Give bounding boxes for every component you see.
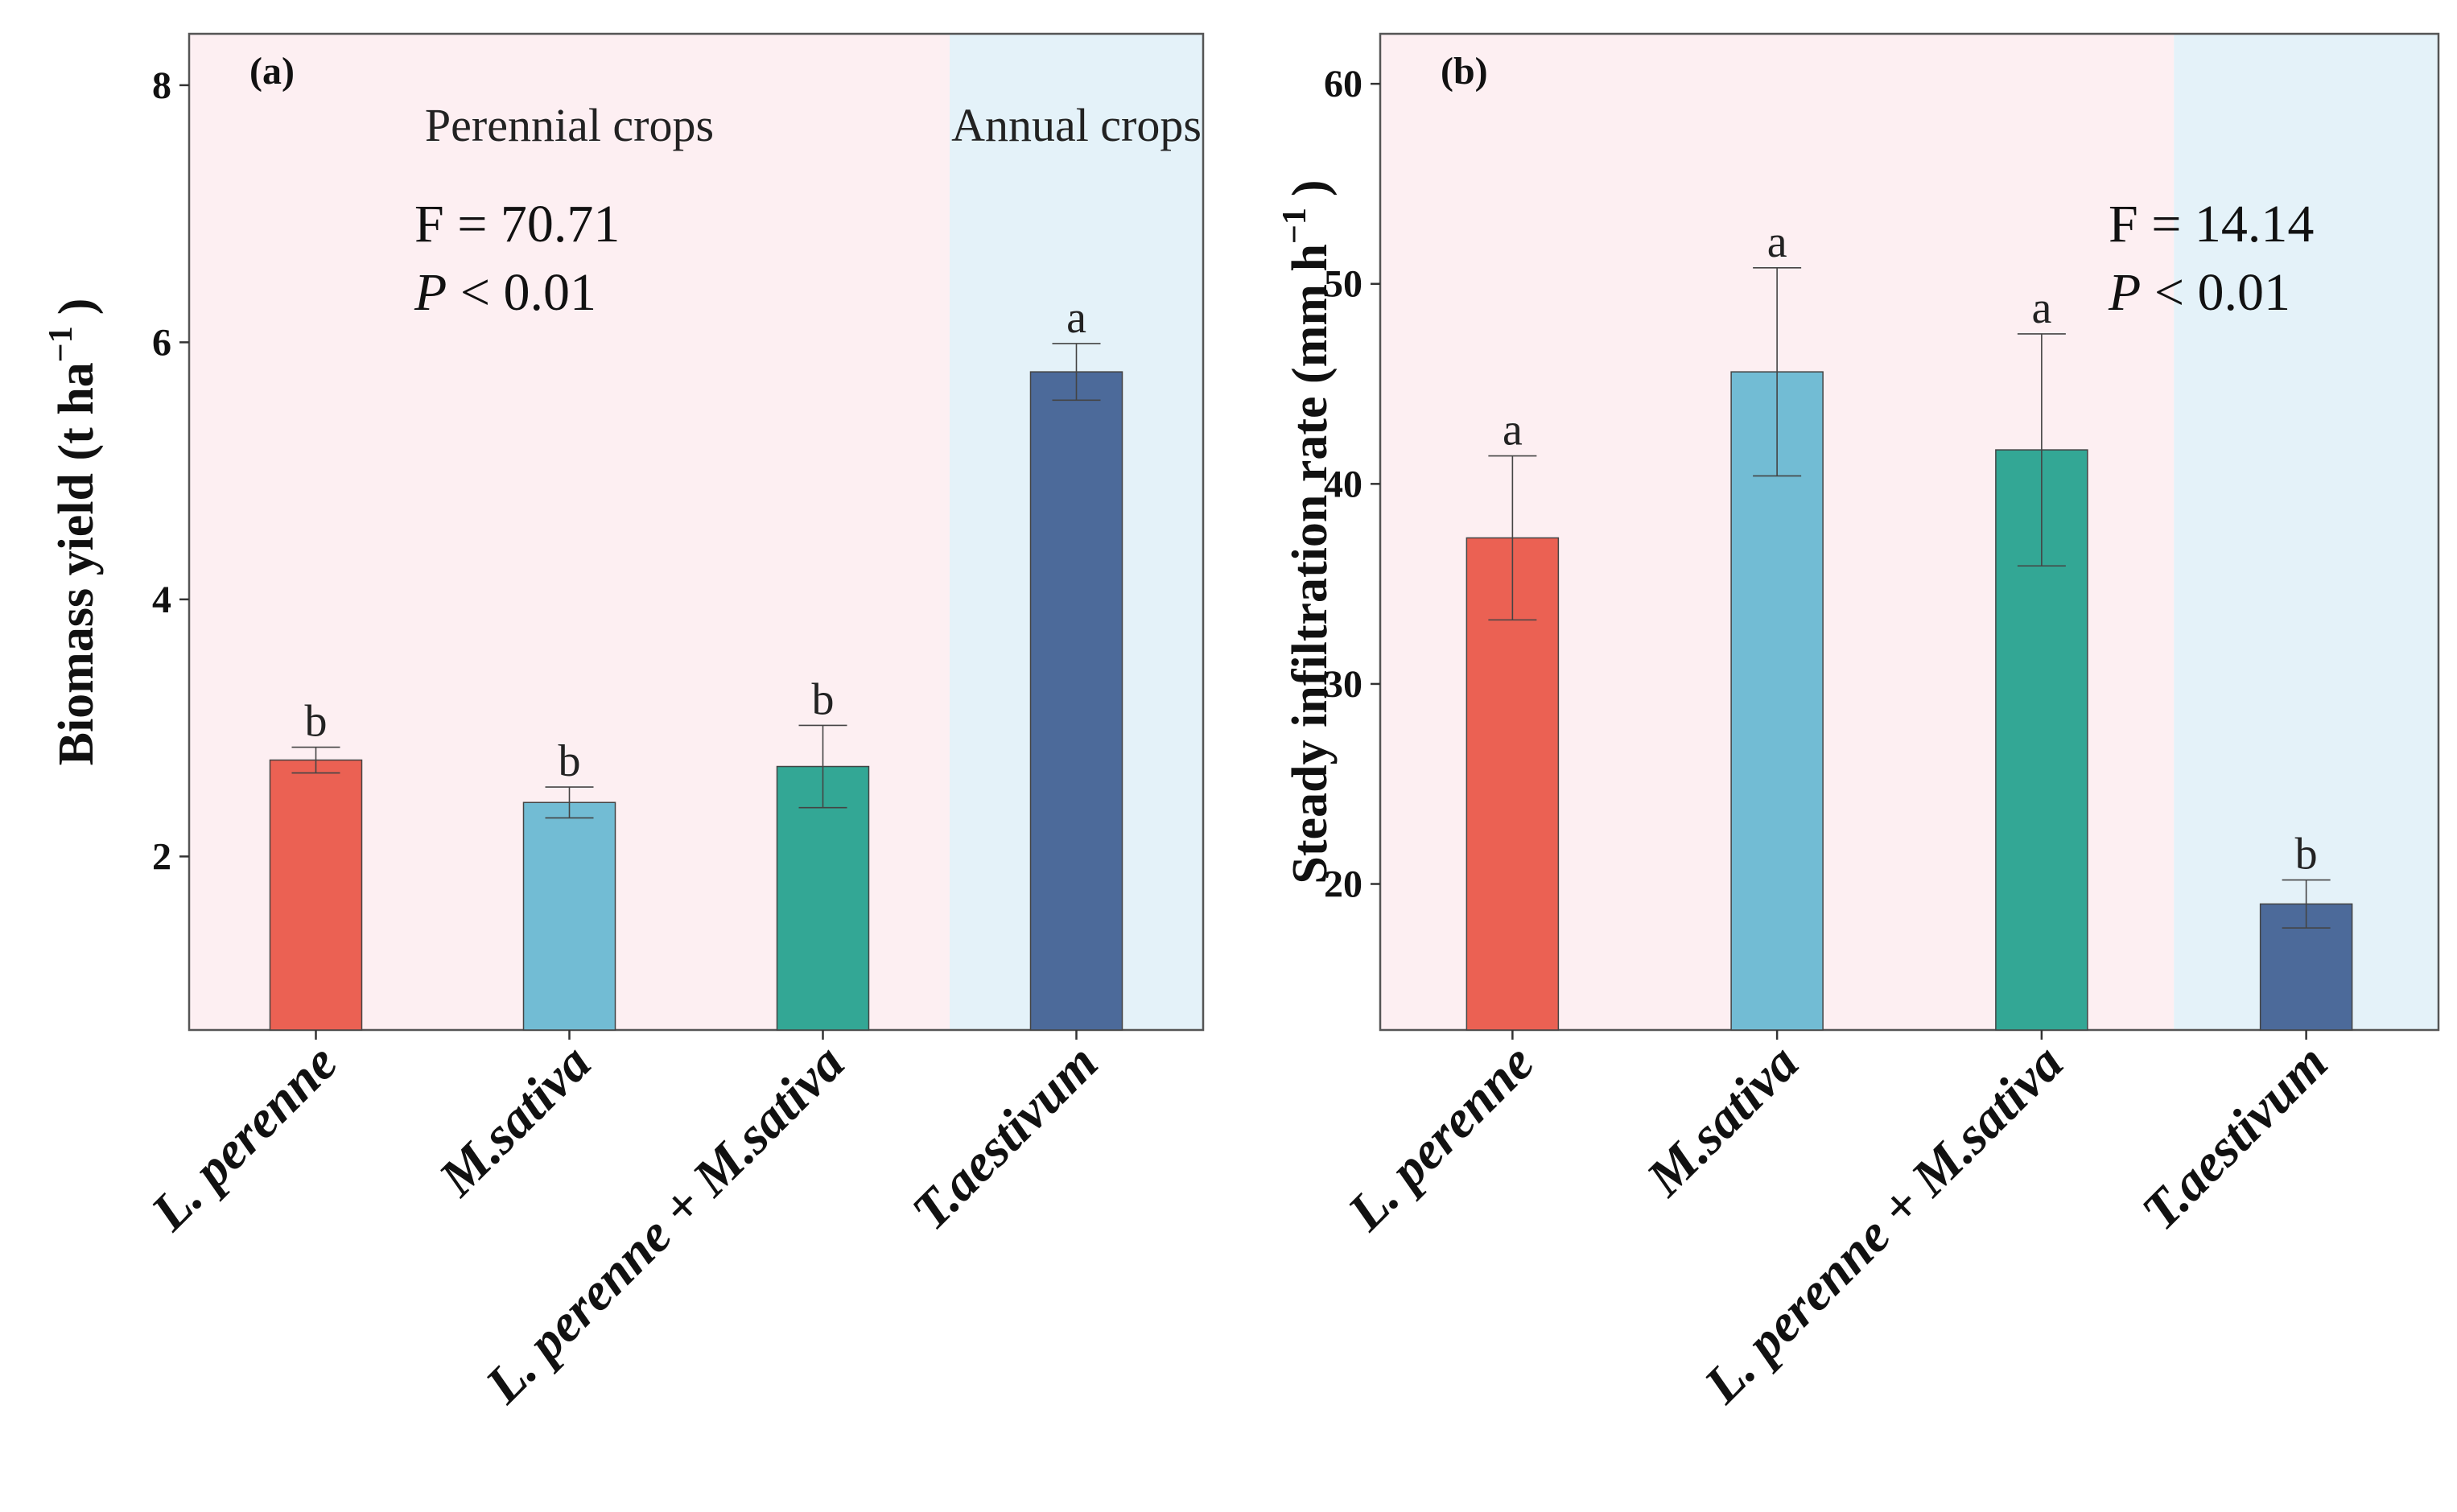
y-tick-label: 30 [1324,663,1362,706]
x-category-label: L. perenne [139,1033,348,1242]
x-category-label: M.sativa [1635,1033,1810,1208]
y-axis-label-main: Steady infiltration rate (mm h [1283,244,1338,884]
region-label-0: Perennial crops [425,99,714,151]
panel-a-biomass-yield: Perennial crops Annual crops 2 4 6 8 b L. peren… [43,32,1205,1415]
x-category-label: T.aestivum [901,1033,1109,1242]
y-axis-label-main: Biomass yield (t ha [49,362,104,765]
stat-p-threshold: < 0.01 [2141,263,2290,322]
bar [776,765,870,1031]
y-tick-label: 50 [1324,263,1362,306]
significance-letter: b [559,736,581,786]
y-tick-label: 60 [1324,63,1362,105]
y-axis-label: Steady infiltration rate (mm h−1) [1276,179,1338,884]
y-axis-label-close: ) [49,299,104,315]
y-axis-label-exponent: −1 [43,326,80,362]
plot-frame [1379,32,2440,1032]
significance-letter: a [1767,217,1787,267]
stat-f-value: F = 70.71 [414,195,620,253]
region-background-1 [2174,34,2438,1030]
stat-p-value: P < 0.01 [414,263,596,322]
significance-letter: b [305,697,328,747]
panel-label: (b) [1441,50,1488,93]
bar [522,801,616,1031]
x-category-label: T.aestivum [2131,1033,2340,1242]
panel-label: (a) [249,50,295,93]
significance-letter: b [812,674,835,724]
y-tick-label: 2 [152,835,171,878]
y-axis-label: Biomass yield (t ha−1) [43,299,104,766]
y-tick-label: 6 [152,321,171,364]
x-category-label: M.sativa [427,1033,602,1208]
bar [269,759,363,1031]
y-tick-label: 20 [1324,863,1362,906]
significance-letter: a [1503,406,1523,455]
significance-letter: b [2295,830,2318,880]
y-axis-label-close: ) [1283,179,1338,196]
stat-p-threshold: < 0.01 [447,263,596,322]
stat-p-symbol: P [2108,263,2141,322]
y-axis-label-exponent: −1 [1276,208,1313,244]
plot-frame [188,32,1205,1032]
y-tick-label: 40 [1324,463,1362,505]
y-tick-label: 8 [152,64,171,107]
stat-p-value: P < 0.01 [2108,263,2290,322]
stat-f-value: F = 14.14 [2109,195,2314,253]
x-category-label: L. perenne [1336,1033,1545,1242]
bar [1029,371,1123,1031]
y-tick-label: 4 [152,579,171,621]
significance-letter: a [1066,293,1086,343]
region-label-1: Annual crops [951,99,1202,151]
bar [1730,371,1824,1031]
stat-p-symbol: P [414,263,447,322]
significance-letter: a [2031,283,2051,333]
